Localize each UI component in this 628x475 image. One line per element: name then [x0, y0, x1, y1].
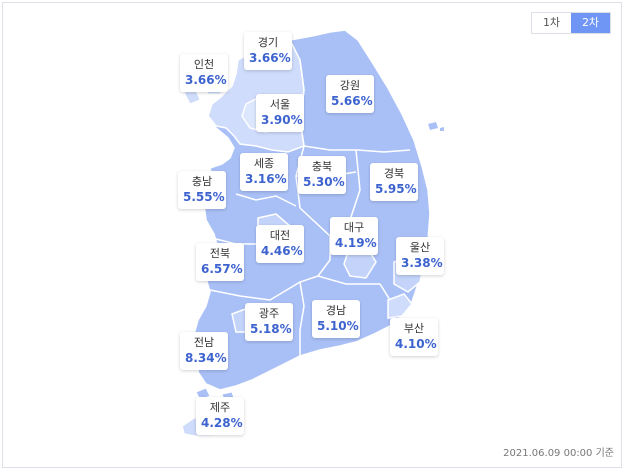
region-value: 8.34% — [185, 351, 227, 365]
ulleung-island — [428, 122, 438, 130]
region-name: 강원 — [339, 79, 361, 92]
region-value: 5.30% — [303, 175, 345, 189]
region-label-seoul[interactable]: 서울 3.90% — [256, 94, 304, 132]
region-name: 경남 — [325, 304, 347, 317]
region-value: 3.66% — [185, 73, 227, 87]
region-value: 5.18% — [250, 322, 292, 336]
region-name: 광주 — [258, 307, 280, 320]
tab-round-1[interactable]: 1차 — [532, 13, 571, 33]
region-value: 4.19% — [335, 236, 377, 250]
region-label-jeonbuk[interactable]: 전북 6.57% — [196, 243, 244, 281]
region-label-chungbuk[interactable]: 충북 5.30% — [298, 156, 346, 194]
region-value: 3.16% — [245, 172, 287, 186]
region-label-sejong[interactable]: 세종 3.16% — [240, 153, 288, 191]
region-value: 4.10% — [395, 337, 437, 351]
region-label-jeonnam[interactable]: 전남 8.34% — [180, 332, 228, 370]
region-name: 대전 — [269, 229, 291, 242]
update-timestamp: 2021.06.09 00:00 기준 — [503, 448, 614, 459]
region-label-ulsan[interactable]: 울산 3.38% — [396, 237, 444, 275]
tab-round-2[interactable]: 2차 — [571, 13, 610, 33]
region-label-daejeon[interactable]: 대전 4.46% — [256, 225, 304, 263]
region-label-busan[interactable]: 부산 4.10% — [390, 318, 438, 356]
region-label-daegu[interactable]: 대구 4.19% — [330, 217, 378, 255]
region-label-chungnam[interactable]: 충남 5.55% — [178, 171, 226, 209]
region-name: 대구 — [343, 221, 365, 234]
region-label-gwangju[interactable]: 광주 5.18% — [245, 303, 293, 341]
region-value: 5.66% — [331, 94, 373, 108]
region-name: 전북 — [209, 247, 231, 260]
region-value: 5.10% — [317, 319, 359, 333]
region-value: 4.28% — [201, 416, 243, 430]
region-name: 인천 — [193, 58, 215, 71]
region-value: 5.55% — [183, 190, 225, 204]
dokdo-island — [440, 127, 444, 131]
region-value: 5.95% — [375, 182, 417, 196]
region-label-incheon[interactable]: 인천 3.66% — [180, 54, 228, 92]
region-name: 전남 — [193, 336, 215, 349]
region-label-gyeonggi[interactable]: 경기 3.66% — [244, 32, 292, 70]
region-label-jeju[interactable]: 제주 4.28% — [196, 397, 244, 435]
region-name: 충북 — [311, 160, 333, 173]
region-name: 세종 — [253, 157, 275, 170]
round-tabs: 1차 2차 — [531, 12, 611, 34]
region-name: 제주 — [209, 401, 231, 414]
region-name: 경기 — [257, 36, 279, 49]
region-value: 4.46% — [261, 244, 303, 258]
region-value: 3.38% — [401, 256, 443, 270]
region-label-gyeongnam[interactable]: 경남 5.10% — [312, 300, 360, 338]
region-name: 부산 — [403, 322, 425, 335]
region-name: 충남 — [191, 175, 213, 188]
region-label-gangwon[interactable]: 강원 5.66% — [326, 75, 374, 113]
region-label-gyeongbuk[interactable]: 경북 5.95% — [370, 163, 418, 201]
region-value: 6.57% — [201, 262, 243, 276]
region-name: 경북 — [383, 167, 405, 180]
region-value: 3.90% — [261, 113, 303, 127]
region-value: 3.66% — [249, 51, 291, 65]
busan-region — [387, 293, 413, 319]
region-name: 울산 — [409, 241, 431, 254]
incheon-island — [183, 89, 201, 105]
region-name: 서울 — [269, 98, 291, 111]
